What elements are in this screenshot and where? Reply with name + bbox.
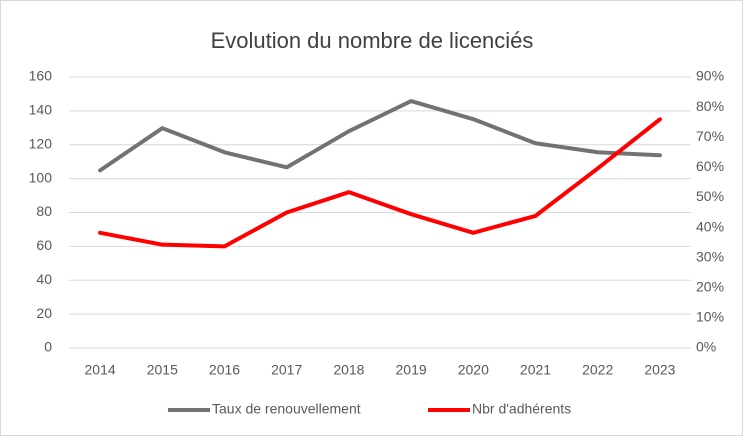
y2-tick-label: 50% bbox=[696, 188, 724, 204]
x-tick-label: 2014 bbox=[85, 362, 116, 378]
y-tick-label: 60 bbox=[36, 237, 52, 253]
chart-title: Evolution du nombre de licenciés bbox=[211, 28, 534, 53]
y-tick-label: 100 bbox=[29, 169, 53, 185]
legend-label: Taux de renouvellement bbox=[212, 401, 361, 417]
y-tick-label: 40 bbox=[36, 271, 52, 287]
x-tick-label: 2020 bbox=[458, 362, 489, 378]
y-tick-label: 0 bbox=[44, 339, 52, 355]
y-tick-label: 120 bbox=[29, 135, 53, 151]
y-tick-label: 140 bbox=[29, 102, 53, 118]
y-tick-label: 80 bbox=[36, 203, 52, 219]
x-tick-label: 2017 bbox=[271, 362, 302, 378]
series-line bbox=[98, 99, 662, 173]
x-tick-label: 2022 bbox=[582, 362, 613, 378]
x-tick-label: 2018 bbox=[333, 362, 364, 378]
y2-tick-label: 40% bbox=[696, 218, 724, 234]
y2-tick-label: 20% bbox=[696, 278, 724, 294]
y2-tick-label: 90% bbox=[696, 68, 724, 84]
x-tick-label: 2021 bbox=[520, 362, 551, 378]
x-tick-label: 2016 bbox=[209, 362, 240, 378]
x-tick-label: 2019 bbox=[396, 362, 427, 378]
y2-tick-label: 0% bbox=[696, 339, 716, 355]
y2-tick-label: 10% bbox=[696, 309, 724, 325]
y2-tick-label: 30% bbox=[696, 248, 724, 264]
y-tick-label: 160 bbox=[29, 68, 53, 84]
legend-label: Nbr d'adhérents bbox=[472, 401, 571, 417]
y2-tick-label: 80% bbox=[696, 98, 724, 114]
series-line bbox=[98, 117, 662, 249]
x-tick-label: 2015 bbox=[147, 362, 178, 378]
y2-tick-label: 70% bbox=[696, 128, 724, 144]
y-tick-label: 20 bbox=[36, 305, 52, 321]
y2-tick-label: 60% bbox=[696, 158, 724, 174]
x-tick-label: 2023 bbox=[644, 362, 675, 378]
